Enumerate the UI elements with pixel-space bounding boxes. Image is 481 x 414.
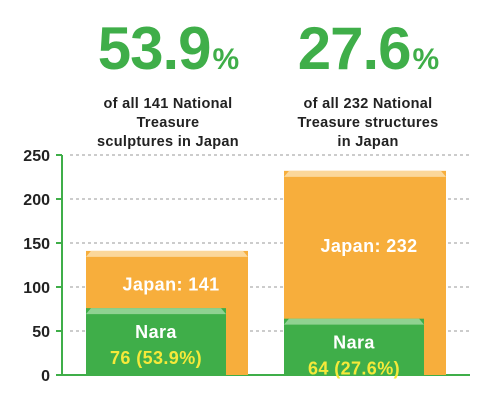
- stat-desc-line: sculptures in Japan: [97, 134, 239, 150]
- stat-description: of all 141 National Treasure sculptures …: [68, 95, 268, 152]
- bar-japan-top: [284, 170, 446, 177]
- y-tick-label: 150: [23, 236, 50, 253]
- nara-value-label: 64 (27.6%): [308, 359, 400, 379]
- y-tick-label: 50: [32, 324, 50, 341]
- stat-desc-line: of all 232 National: [303, 96, 433, 112]
- stat-percentage: 53.9%: [68, 14, 268, 95]
- stat-sculptures: 53.9% of all 141 National Treasure sculp…: [68, 14, 268, 152]
- bar-nara: [86, 308, 226, 375]
- japan-data-label: Japan: 141: [122, 275, 219, 295]
- nara-name-label: Nara: [333, 333, 375, 353]
- stat-percentage: 27.6%: [268, 14, 468, 95]
- y-tick-label: 100: [23, 280, 50, 297]
- bar-nara-top: [284, 318, 424, 325]
- stat-description: of all 232 National Treasure structures …: [268, 95, 468, 152]
- stat-desc-line: Treasure: [136, 115, 200, 131]
- stat-unit: %: [212, 43, 240, 76]
- bar-nara: [284, 318, 424, 375]
- y-tick-label: 200: [23, 192, 50, 209]
- nara-name-label: Nara: [135, 322, 177, 342]
- nara-value-label: 76 (53.9%): [110, 348, 202, 368]
- stat-value: 53.9: [97, 15, 212, 82]
- stat-desc-line: Treasure structures: [297, 115, 439, 131]
- stat-desc-line: of all 141 National: [103, 96, 233, 112]
- stat-value: 27.6: [297, 15, 412, 82]
- y-tick-label: 0: [41, 368, 50, 385]
- stat-structures: 27.6% of all 232 National Treasure struc…: [268, 14, 468, 152]
- stat-unit: %: [412, 43, 440, 76]
- y-tick-label: 250: [23, 148, 50, 165]
- bar-japan-top: [86, 250, 248, 257]
- bar-nara-top: [86, 308, 226, 315]
- stat-desc-line: in Japan: [337, 134, 399, 150]
- japan-data-label: Japan: 232: [320, 236, 417, 256]
